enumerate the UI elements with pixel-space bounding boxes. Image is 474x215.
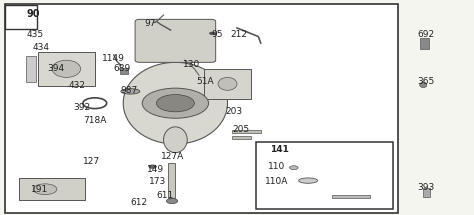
Text: 365: 365 (417, 77, 434, 86)
Text: 203: 203 (225, 107, 242, 116)
Text: 432: 432 (69, 81, 86, 91)
Circle shape (142, 88, 209, 118)
Ellipse shape (419, 82, 427, 88)
Bar (168, 163, 175, 198)
Bar (204, 69, 251, 99)
Bar (420, 38, 429, 49)
Ellipse shape (164, 127, 187, 153)
Text: 90: 90 (26, 9, 39, 19)
Text: 149: 149 (147, 165, 164, 174)
Text: 95: 95 (211, 30, 222, 39)
Bar (5, 4, 398, 213)
Text: 612: 612 (130, 198, 147, 207)
Text: 127A: 127A (161, 152, 184, 161)
Text: 987: 987 (121, 86, 138, 95)
Text: 393: 393 (417, 183, 434, 192)
Text: 205: 205 (232, 124, 249, 134)
Text: 110A: 110A (265, 177, 289, 186)
Text: 611: 611 (156, 191, 173, 200)
Bar (38, 52, 95, 86)
Ellipse shape (290, 166, 298, 170)
Bar (232, 136, 251, 139)
Text: 130: 130 (182, 60, 200, 69)
Bar (26, 56, 36, 82)
Text: 212: 212 (230, 30, 247, 39)
Circle shape (210, 32, 215, 35)
Bar (232, 130, 261, 133)
Circle shape (33, 184, 57, 195)
Bar (423, 188, 430, 197)
Text: 392: 392 (73, 103, 91, 112)
Circle shape (156, 95, 194, 112)
Bar (19, 178, 85, 200)
Text: 173: 173 (149, 177, 166, 186)
Text: 97: 97 (145, 19, 156, 28)
Text: 110: 110 (268, 162, 285, 171)
Ellipse shape (123, 62, 228, 144)
Bar (5, 5, 37, 29)
Text: 434: 434 (32, 43, 49, 52)
Ellipse shape (299, 178, 318, 183)
Text: 1149: 1149 (102, 54, 125, 63)
Bar (332, 195, 370, 198)
Text: 435: 435 (26, 30, 43, 39)
Ellipse shape (218, 77, 237, 90)
Ellipse shape (52, 60, 81, 77)
Circle shape (149, 165, 156, 168)
Text: 141: 141 (270, 145, 289, 154)
Text: 394: 394 (47, 64, 64, 73)
Text: 689: 689 (114, 64, 131, 73)
Text: 191: 191 (31, 185, 48, 194)
Circle shape (166, 198, 178, 204)
Text: 692: 692 (417, 30, 434, 39)
Text: 718A: 718A (83, 116, 106, 125)
Ellipse shape (121, 89, 140, 94)
Bar (256, 142, 393, 209)
Bar (120, 68, 128, 74)
Text: 127: 127 (83, 157, 100, 166)
FancyBboxPatch shape (135, 19, 216, 62)
Text: 51A: 51A (197, 77, 214, 86)
